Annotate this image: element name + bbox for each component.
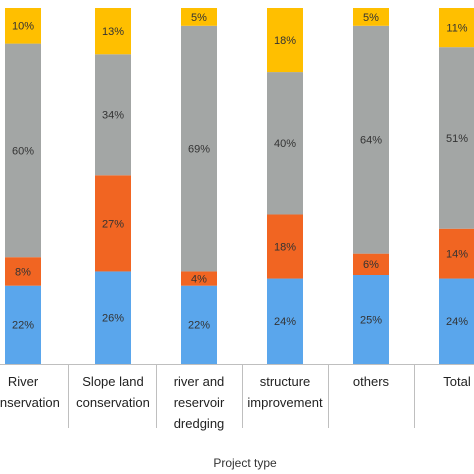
x-tick-label: River <box>8 374 39 389</box>
bar-segment-2-3 <box>181 8 217 26</box>
data-label: 5% <box>363 12 379 24</box>
bar-segment-5-1 <box>439 228 474 279</box>
data-label: 4% <box>191 273 207 285</box>
x-tick-label: Total <box>443 374 471 389</box>
bar-segment-1-3 <box>95 8 131 55</box>
x-tick-label: conservation <box>76 395 150 410</box>
data-label: 18% <box>274 241 296 253</box>
bar-segment-4-0 <box>353 275 389 364</box>
data-label: 8% <box>15 266 31 278</box>
bar-segment-5-0 <box>439 278 474 364</box>
x-axis-title: Project type <box>213 456 277 470</box>
x-tick-label: conservation <box>0 395 60 410</box>
data-label: 24% <box>446 316 468 328</box>
bar-segment-4-3 <box>353 8 389 26</box>
bar-segment-1-1 <box>95 175 131 272</box>
data-label: 11% <box>446 22 467 34</box>
x-tick-label: others <box>353 374 390 389</box>
data-label: 22% <box>188 320 210 332</box>
data-label: 34% <box>102 110 124 122</box>
x-tick-label: Slope land <box>82 374 143 389</box>
data-label: 14% <box>446 249 468 261</box>
data-label: 6% <box>363 259 379 271</box>
x-tick-label: reservoir <box>174 395 225 410</box>
data-label: 22% <box>12 320 34 332</box>
data-label: 18% <box>274 35 296 47</box>
data-label: 26% <box>102 313 124 325</box>
bar-segment-2-1 <box>181 271 217 286</box>
bar-segment-1-0 <box>95 271 131 364</box>
bar-segment-0-1 <box>5 257 41 286</box>
bar-segment-2-2 <box>181 25 217 272</box>
x-tick-label: dredging <box>174 416 225 431</box>
x-tick-label: structure <box>260 374 311 389</box>
bar-segment-5-3 <box>439 8 474 48</box>
data-label: 25% <box>360 314 382 326</box>
data-label: 60% <box>12 145 34 157</box>
data-label: 13% <box>102 26 124 38</box>
bar-segment-3-0 <box>267 278 303 364</box>
bar-segment-3-1 <box>267 214 303 279</box>
bar-segment-5-2 <box>439 47 474 229</box>
bar-segment-2-0 <box>181 285 217 364</box>
data-label: 64% <box>360 135 382 147</box>
x-tick-label: river and <box>174 374 225 389</box>
bar-segment-0-2 <box>5 43 41 258</box>
data-label: 40% <box>274 138 296 150</box>
data-label: 27% <box>102 218 124 230</box>
data-label: 51% <box>446 133 468 145</box>
bar-segment-3-3 <box>267 8 303 73</box>
data-label: 69% <box>188 144 210 156</box>
bar-segment-0-0 <box>5 285 41 364</box>
data-label: 10% <box>12 21 34 33</box>
bar-segment-3-2 <box>267 72 303 215</box>
x-tick-label: improvement <box>247 395 323 410</box>
data-label: 5% <box>191 12 207 24</box>
bar-segment-0-3 <box>5 8 41 44</box>
bar-segment-4-1 <box>353 253 389 275</box>
bar-segment-1-2 <box>95 54 131 176</box>
bar-segment-4-2 <box>353 25 389 254</box>
data-label: 24% <box>274 316 296 328</box>
